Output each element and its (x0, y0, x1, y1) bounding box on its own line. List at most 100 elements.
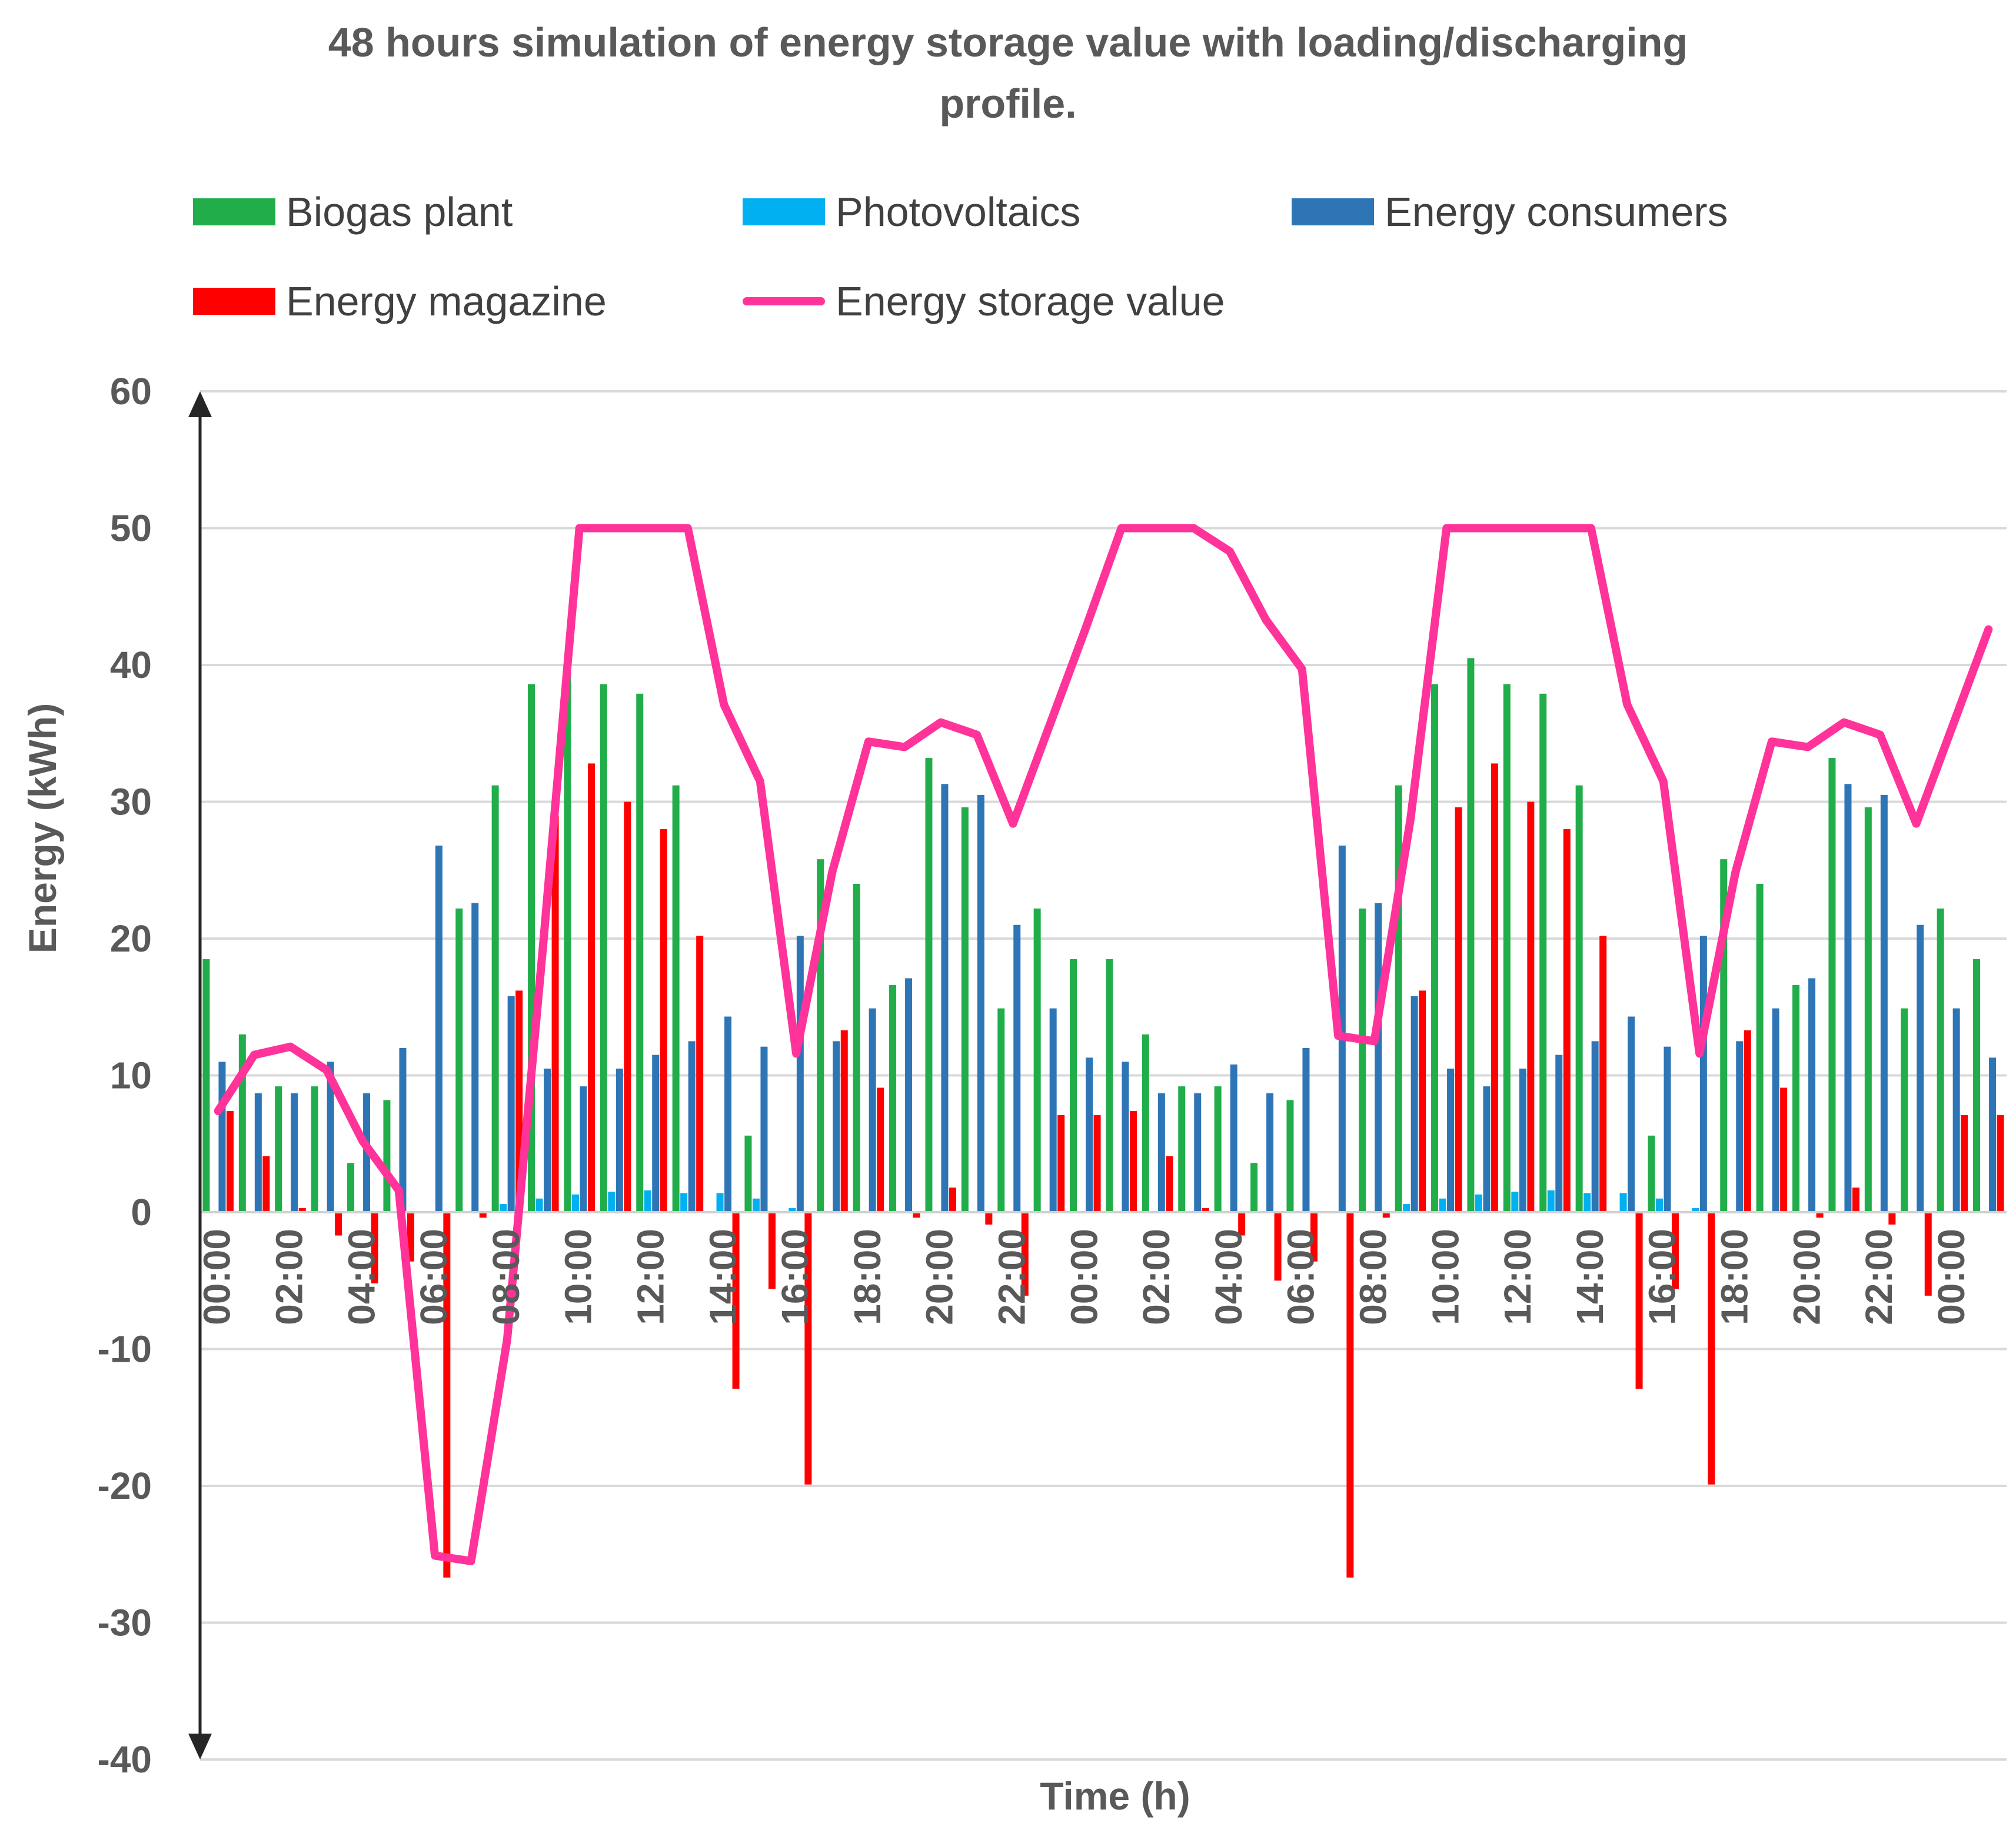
legend-label-energy-consumers: Energy consumers (1385, 189, 1728, 235)
legend-label-photovoltaics: Photovoltaics (836, 189, 1081, 235)
bar-energy-consumers (1410, 996, 1418, 1212)
legend-item-biogas-plant: Biogas plant (193, 188, 513, 235)
bar-biogas-plant (1359, 908, 1366, 1212)
bar-energy-consumers (1880, 794, 1888, 1212)
bar-biogas-plant (202, 959, 210, 1212)
point-energy-storage-value (1012, 823, 1014, 824)
point-energy-storage-value (904, 746, 906, 748)
point-energy-storage-value (1265, 619, 1267, 621)
bar-energy-magazine (985, 1212, 993, 1225)
bar-energy-consumers (1157, 1093, 1165, 1212)
legend-swatch-biogas-plant (193, 198, 275, 225)
bar-photovoltaics (1475, 1194, 1482, 1212)
point-energy-storage-value (687, 527, 688, 529)
bar-photovoltaics (571, 1194, 579, 1212)
bar-biogas-plant (1792, 985, 1800, 1212)
bar-energy-magazine (660, 829, 667, 1212)
legend-swatch-energy-consumers (1292, 198, 1374, 225)
bar-biogas-plant (997, 1008, 1005, 1212)
bar-biogas-plant (275, 1086, 282, 1212)
point-energy-storage-value (1699, 1053, 1701, 1055)
bar-energy-consumers (1483, 1086, 1491, 1212)
bar-energy-consumers (724, 1016, 732, 1212)
bar-energy-magazine (1816, 1212, 1824, 1218)
bar-energy-consumers (580, 1086, 587, 1212)
bar-energy-magazine (804, 1212, 812, 1485)
bar-biogas-plant (744, 1135, 752, 1212)
bar-energy-consumers (399, 1048, 407, 1212)
point-energy-storage-value (1229, 551, 1230, 553)
point-energy-storage-value (1951, 726, 1953, 727)
point-energy-storage-value (362, 1140, 364, 1142)
legend-swatch-energy-storage-value (743, 297, 825, 305)
bar-energy-magazine (479, 1212, 487, 1218)
bar-energy-magazine (877, 1087, 884, 1212)
bar-biogas-plant (238, 1034, 246, 1212)
bar-energy-magazine (1491, 763, 1498, 1212)
point-energy-storage-value (940, 721, 942, 723)
bar-biogas-plant (491, 785, 499, 1212)
bar-photovoltaics (535, 1198, 543, 1212)
point-energy-storage-value (434, 1555, 436, 1556)
x-tick-label: 10:00 (557, 1229, 600, 1325)
y-tick-label: 60 (110, 370, 152, 413)
bar-energy-consumers (941, 784, 949, 1212)
bar-energy-consumers (1628, 1016, 1635, 1212)
bar-energy-consumers (1989, 1057, 1997, 1212)
point-energy-storage-value (398, 1189, 400, 1191)
legend-swatch-photovoltaics (743, 198, 825, 225)
x-tick-label: 14:00 (1569, 1229, 1611, 1325)
bar-energy-consumers (1519, 1068, 1526, 1212)
x-tick-label: 12:00 (630, 1229, 672, 1325)
point-energy-storage-value (1988, 628, 1990, 630)
legend-label-energy-storage-value: Energy storage value (836, 278, 1225, 324)
bar-biogas-plant (1214, 1086, 1222, 1212)
bar-energy-consumers (833, 1041, 840, 1212)
bar-energy-magazine (1997, 1115, 2004, 1212)
bar-energy-consumers (1230, 1064, 1237, 1212)
point-energy-storage-value (615, 527, 617, 529)
x-tick-label: 00:00 (1063, 1229, 1105, 1325)
bar-energy-consumers (796, 936, 804, 1212)
y-tick-label: -20 (98, 1465, 152, 1507)
bar-biogas-plant (1756, 884, 1764, 1212)
bar-energy-magazine (1599, 936, 1607, 1212)
point-energy-storage-value (831, 871, 833, 873)
bar-energy-consumers (652, 1055, 660, 1212)
bar-energy-consumers (471, 903, 479, 1212)
y-axis-arrow-down (188, 1734, 212, 1760)
bar-energy-consumers (327, 1062, 334, 1212)
bar-energy-consumers (1772, 1008, 1779, 1212)
point-energy-storage-value (325, 1069, 327, 1071)
bar-photovoltaics (716, 1193, 724, 1212)
legend-item-energy-storage-value: Energy storage value (743, 278, 1225, 325)
y-axis-title: Energy (kWh) (21, 703, 64, 953)
point-energy-storage-value (1338, 1035, 1339, 1037)
x-tick-label: 20:00 (1785, 1229, 1828, 1325)
bar-energy-magazine (1924, 1212, 1932, 1296)
x-tick-label: 22:00 (991, 1229, 1033, 1325)
bar-biogas-plant (1937, 908, 1944, 1212)
bar-energy-consumers (544, 1068, 551, 1212)
bar-biogas-plant (1070, 959, 1077, 1212)
point-energy-storage-value (1843, 721, 1845, 723)
y-tick-label: 30 (110, 781, 152, 823)
bar-photovoltaics (1692, 1208, 1699, 1212)
x-tick-label: 10:00 (1424, 1229, 1466, 1325)
bar-biogas-plant (1142, 1034, 1149, 1212)
bar-biogas-plant (311, 1086, 318, 1212)
x-tick-label: 04:00 (340, 1229, 382, 1325)
legend-item-photovoltaics: Photovoltaics (743, 188, 1080, 235)
point-energy-storage-value (254, 1054, 255, 1056)
bar-energy-consumers (1302, 1048, 1310, 1212)
bar-energy-magazine (1274, 1212, 1282, 1281)
point-energy-storage-value (1446, 527, 1448, 529)
bar-biogas-plant (636, 693, 644, 1212)
bar-photovoltaics (1655, 1198, 1663, 1212)
bar-energy-magazine (335, 1212, 342, 1236)
x-tick-label: 20:00 (919, 1229, 961, 1325)
legend-item-energy-magazine: Energy magazine (193, 278, 607, 325)
point-energy-storage-value (1771, 741, 1772, 743)
bar-energy-magazine (1202, 1208, 1209, 1212)
